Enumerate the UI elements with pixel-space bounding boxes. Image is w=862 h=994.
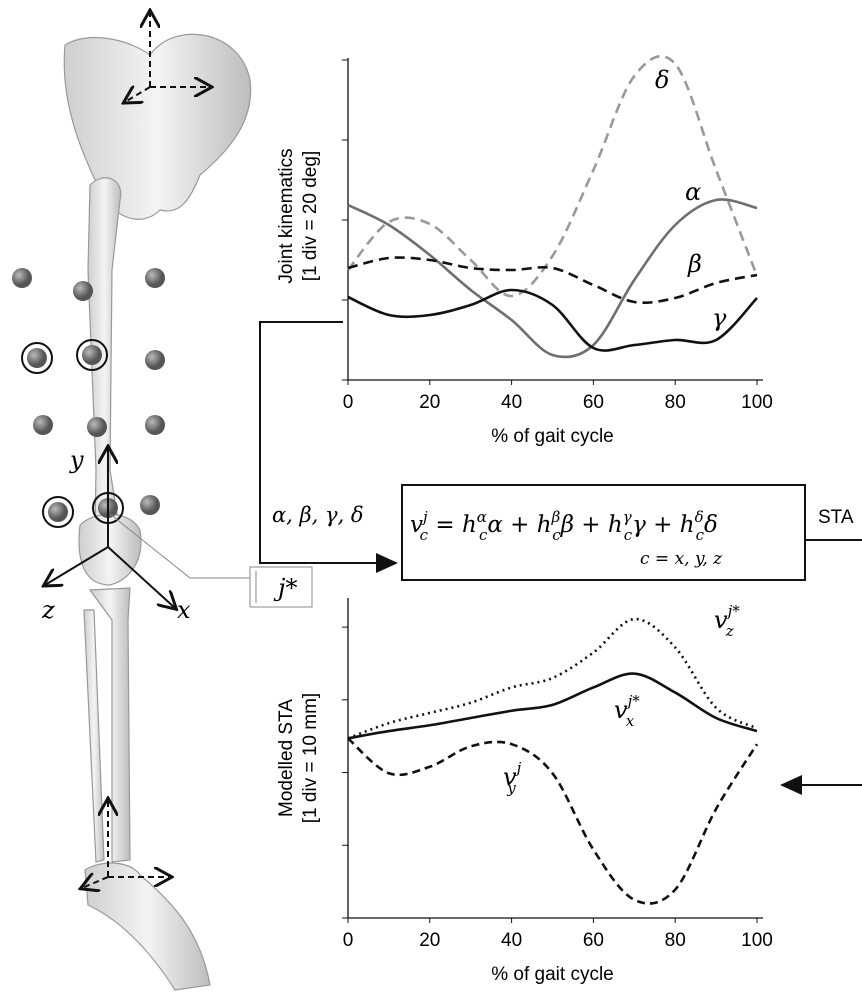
output-label: STA <box>818 507 854 528</box>
markers <box>12 268 165 522</box>
label-sub: y <box>506 779 516 797</box>
y-axis-label: Modelled STA <box>276 699 297 817</box>
x-tick-label: 60 <box>583 392 604 413</box>
figure: y z x j* α, β, γ, δ vjc = hαcα + hβcβ + … <box>0 0 862 994</box>
eq-tail: α + <box>487 512 536 538</box>
y-axis-label: Joint kinematics <box>276 148 297 283</box>
x-tick-label: 100 <box>741 392 773 413</box>
eq-tail: β + <box>560 512 608 538</box>
label-name: α <box>685 178 701 206</box>
axis-letter: z <box>41 596 55 624</box>
eq-sup: α <box>477 508 487 526</box>
marker-label: j* <box>273 574 297 602</box>
x-tick-label: 20 <box>419 392 440 413</box>
eq-base: h <box>680 512 695 538</box>
x-tick-label: 60 <box>583 930 604 951</box>
series-line <box>348 674 757 739</box>
series-line <box>348 199 757 357</box>
x-axis-label: % of gait cycle <box>491 964 614 985</box>
x-tick-label: 0 <box>343 392 354 413</box>
x-axis-label: % of gait cycle <box>491 426 614 447</box>
series-label: γ <box>712 304 727 332</box>
eq-tail: = <box>428 512 462 538</box>
axis-letter: x <box>177 596 191 624</box>
x-tick-label: 40 <box>501 392 522 413</box>
inputs: α, β, γ, δ <box>272 503 364 527</box>
eq-tail: γ + <box>632 512 680 538</box>
eq-base: h <box>608 512 623 538</box>
label-sub: z <box>725 622 734 640</box>
x-tick-label: 40 <box>501 930 522 951</box>
eq-base: h <box>462 512 477 538</box>
eq-base: h <box>537 512 552 538</box>
label-name: δ <box>655 66 669 94</box>
y-axis-label: [1 div = 20 deg] <box>300 151 321 281</box>
series-label: δ <box>655 66 669 94</box>
eq-tail: δ <box>704 512 718 538</box>
label-name: γ <box>712 304 727 332</box>
x-tick-label: 0 <box>343 930 354 951</box>
series-label: vj*x <box>614 692 640 730</box>
series-label: α <box>685 178 701 206</box>
eq-sup: δ <box>695 508 704 526</box>
condition: c = x, y, z <box>640 549 723 569</box>
x-tick-label: 80 <box>665 930 686 951</box>
label-sub: x <box>626 712 635 730</box>
x-tick-label: 100 <box>741 930 773 951</box>
x-tick-label: 20 <box>419 930 440 951</box>
eq-sup: β <box>551 508 561 526</box>
leg-illustration <box>64 34 250 990</box>
label-sup: j* <box>625 692 641 710</box>
axis-letter: y <box>69 446 84 474</box>
series-label: vj*z <box>714 602 740 640</box>
series-line <box>348 290 757 351</box>
y-axis-label: [1 div = 10 mm] <box>300 693 321 823</box>
label-sup: j* <box>725 602 741 620</box>
label-name: β <box>687 250 702 278</box>
series-line <box>348 619 757 738</box>
x-tick-label: 80 <box>665 392 686 413</box>
series-line <box>348 738 757 903</box>
eq-sup: γ <box>623 508 632 526</box>
series-label: β <box>687 250 702 278</box>
